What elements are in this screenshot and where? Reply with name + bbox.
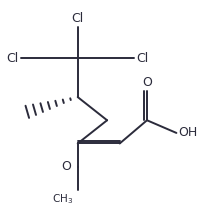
Text: CH$_3$: CH$_3$ — [52, 192, 74, 206]
Text: O: O — [62, 160, 71, 173]
Text: Cl: Cl — [7, 51, 19, 65]
Text: OH: OH — [178, 126, 198, 139]
Text: O: O — [142, 76, 152, 89]
Text: Cl: Cl — [136, 51, 149, 65]
Text: Cl: Cl — [72, 12, 84, 25]
